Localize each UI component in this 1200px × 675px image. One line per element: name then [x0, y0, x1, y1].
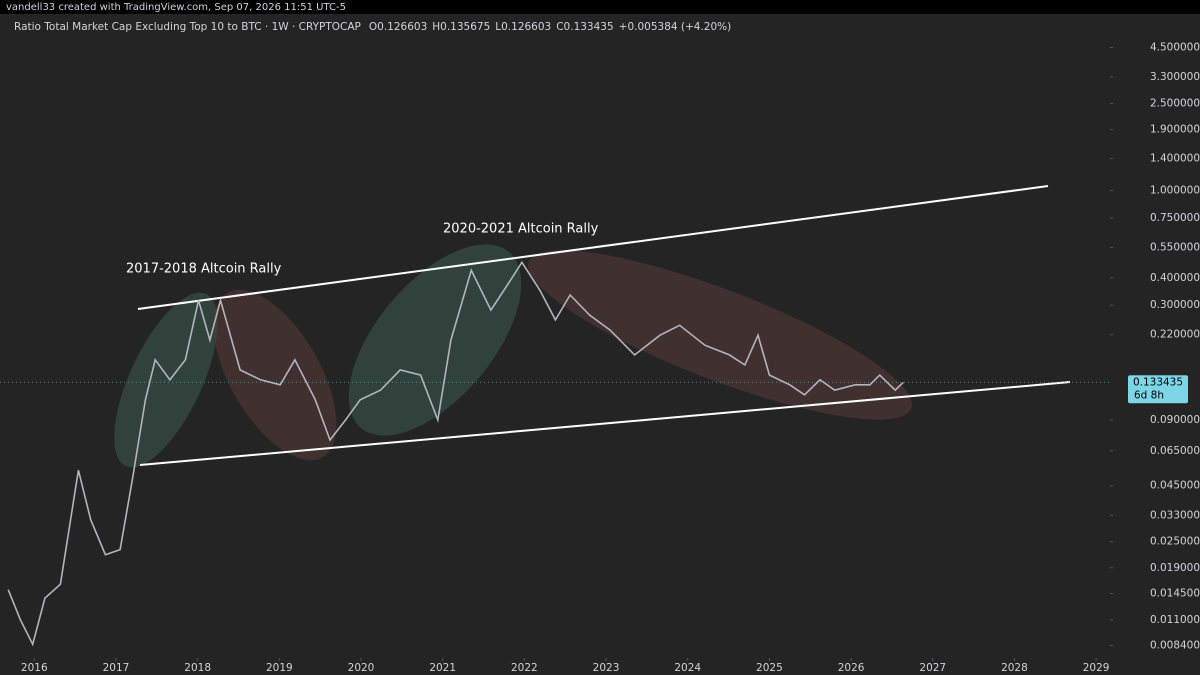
x-tick-label: 2026: [838, 662, 865, 674]
y-tick-label: 0.220000: [1150, 329, 1200, 341]
y-tick-label: 0.550000: [1150, 242, 1200, 254]
y-tick-label: 0.065000: [1150, 445, 1200, 457]
x-tick-label: 2018: [184, 662, 211, 674]
y-tick-label: 0.011000: [1150, 614, 1200, 626]
ohlc-legend: O0.126603 H0.135675 L0.126603 C0.133435 +0.0…: [369, 21, 731, 33]
rally-ellipse: [114, 292, 218, 468]
decline-ellipse: [213, 289, 337, 461]
ohlc-value: H0.135675: [432, 21, 490, 33]
x-tick-label: 2028: [1001, 662, 1028, 674]
y-tick-label: 0.025000: [1150, 536, 1200, 548]
countdown-label: 6d 8h: [1134, 389, 1164, 401]
ohlc-value: C0.133435: [556, 21, 613, 33]
x-tick-label: 2023: [593, 662, 620, 674]
y-tick-label: 0.400000: [1150, 272, 1200, 284]
annotation: 2020-2021 Altcoin Rally: [443, 222, 599, 237]
y-tick-label: 0.090000: [1150, 414, 1200, 426]
y-tick-label: 3.300000: [1150, 71, 1200, 83]
trend-line: [137, 185, 1049, 310]
last-price-label: 0.133435: [1133, 376, 1183, 388]
y-tick-label: 1.900000: [1150, 124, 1200, 136]
y-tick-label: 4.500000: [1150, 41, 1200, 53]
y-tick-label: 1.000000: [1150, 185, 1200, 197]
x-tick-label: 2016: [21, 662, 48, 674]
x-tick-label: 2017: [103, 662, 130, 674]
y-tick-label: 0.045000: [1150, 480, 1200, 492]
y-tick-label: 1.400000: [1150, 153, 1200, 165]
x-tick-label: 2021: [429, 662, 456, 674]
y-tick-label: 2.500000: [1150, 97, 1200, 109]
x-tick-label: 2020: [348, 662, 375, 674]
rally-ellipse: [348, 244, 522, 436]
ohlc-value: O0.126603: [369, 21, 427, 33]
y-tick-label: 0.014500: [1150, 588, 1200, 600]
x-tick-label: 2025: [756, 662, 783, 674]
y-tick-label: 0.019000: [1150, 562, 1200, 574]
x-tick-label: 2029: [1083, 662, 1110, 674]
x-tick-label: 2022: [511, 662, 538, 674]
chart-title: Ratio Total Market Cap Excluding Top 10 …: [14, 21, 361, 33]
y-tick-label: 0.033000: [1150, 509, 1200, 521]
last-price-badge: [1128, 375, 1188, 404]
decline-ellipse: [527, 250, 913, 420]
ohlc-value: +0.005384 (+4.20%): [619, 21, 732, 33]
ohlc-value: L0.126603: [495, 21, 551, 33]
x-tick-label: 2027: [919, 662, 946, 674]
y-tick-label: 0.008400: [1150, 639, 1200, 651]
x-tick-label: 2019: [266, 662, 293, 674]
price-line: [7, 260, 904, 647]
x-tick-label: 2024: [674, 662, 701, 674]
price-axis: [1110, 14, 1200, 675]
trend-line: [139, 381, 1071, 466]
y-tick-label: 0.750000: [1150, 212, 1200, 224]
y-tick-label: 0.300000: [1150, 299, 1200, 311]
credit-bar: [0, 0, 1200, 14]
credit: vandell33 created with TradingView.com, …: [6, 2, 346, 13]
annotation: 2017-2018 Altcoin Rally: [126, 262, 282, 277]
